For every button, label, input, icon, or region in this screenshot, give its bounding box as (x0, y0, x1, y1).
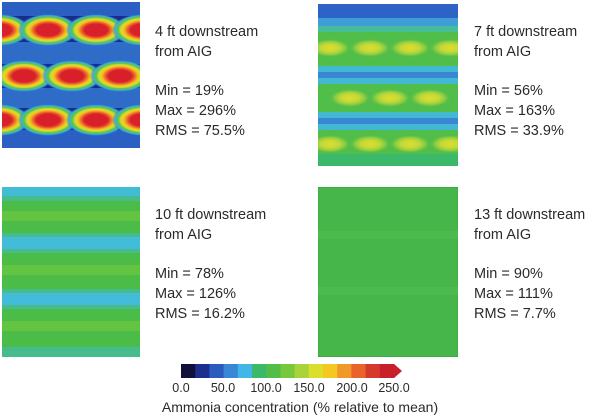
colorbar-swatch (195, 364, 210, 378)
panel-title-line2: from AIG (474, 44, 532, 60)
colorbar-swatch (337, 364, 352, 378)
panel-label-10ft: 10 ft downstream from AIG Min = 78% Max … (155, 205, 266, 324)
panel-title-line2: from AIG (155, 227, 213, 243)
contour-plot-4ft (2, 2, 140, 148)
colorbar-swatch (351, 364, 366, 378)
panel-min: Min = 56% (474, 83, 543, 99)
panel-min: Min = 78% (155, 266, 224, 282)
panel-title-line1: 13 ft downstream (474, 207, 586, 223)
panel-max: Max = 296% (155, 103, 237, 119)
panel-title-line2: from AIG (474, 227, 532, 243)
panel-label-7ft: 7 ft downstream from AIG Min = 56% Max =… (474, 22, 577, 141)
contour-plot-7ft (318, 4, 458, 166)
contour-plot-13ft (318, 187, 458, 357)
colorbar-swatch (308, 364, 324, 378)
colorbar-caption: Ammonia concentration (% relative to mea… (161, 399, 439, 415)
colorbar (181, 363, 403, 384)
colorbar-arrow (394, 364, 402, 378)
colorbar-tick: 150.0 (293, 381, 325, 395)
panel-rms: RMS = 16.2% (155, 306, 245, 322)
colorbar-tick: 200.0 (336, 381, 368, 395)
colorbar-swatch (209, 364, 224, 378)
colorbar-swatch (280, 364, 295, 378)
panel-rms: RMS = 7.7% (474, 306, 556, 322)
panel-title-line1: 4 ft downstream (155, 24, 259, 40)
panel-label-13ft: 13 ft downstream from AIG Min = 90% Max … (474, 205, 585, 324)
panel-title-line2: from AIG (155, 44, 213, 60)
colorbar-swatch (181, 364, 196, 378)
panel-max: Max = 163% (474, 103, 556, 119)
panel-title-line1: 7 ft downstream (474, 24, 578, 40)
colorbar-swatch (379, 364, 395, 378)
colorbar-swatch (294, 364, 310, 378)
contour-plot-10ft (2, 187, 140, 357)
panel-max: Max = 111% (474, 286, 553, 302)
panel-min: Min = 19% (155, 83, 224, 99)
colorbar-swatch (252, 364, 267, 378)
panel-min: Min = 90% (474, 266, 543, 282)
panel-rms: RMS = 33.9% (474, 123, 564, 139)
colorbar-tick: 100.0 (250, 381, 282, 395)
panel-label-4ft: 4 ft downstream from AIG Min = 19% Max =… (155, 22, 258, 141)
colorbar-tick: 50.0 (210, 381, 236, 395)
colorbar-swatch (223, 364, 239, 378)
colorbar-swatch (323, 364, 338, 378)
colorbar-tick: 250.0 (378, 381, 410, 395)
colorbar-swatch (237, 364, 253, 378)
colorbar-swatch (365, 364, 381, 378)
colorbar-swatch (266, 364, 281, 378)
panel-title-line1: 10 ft downstream (155, 207, 267, 223)
colorbar-tick: 0.0 (172, 381, 190, 395)
panel-max: Max = 126% (155, 286, 237, 302)
panel-rms: RMS = 75.5% (155, 123, 245, 139)
